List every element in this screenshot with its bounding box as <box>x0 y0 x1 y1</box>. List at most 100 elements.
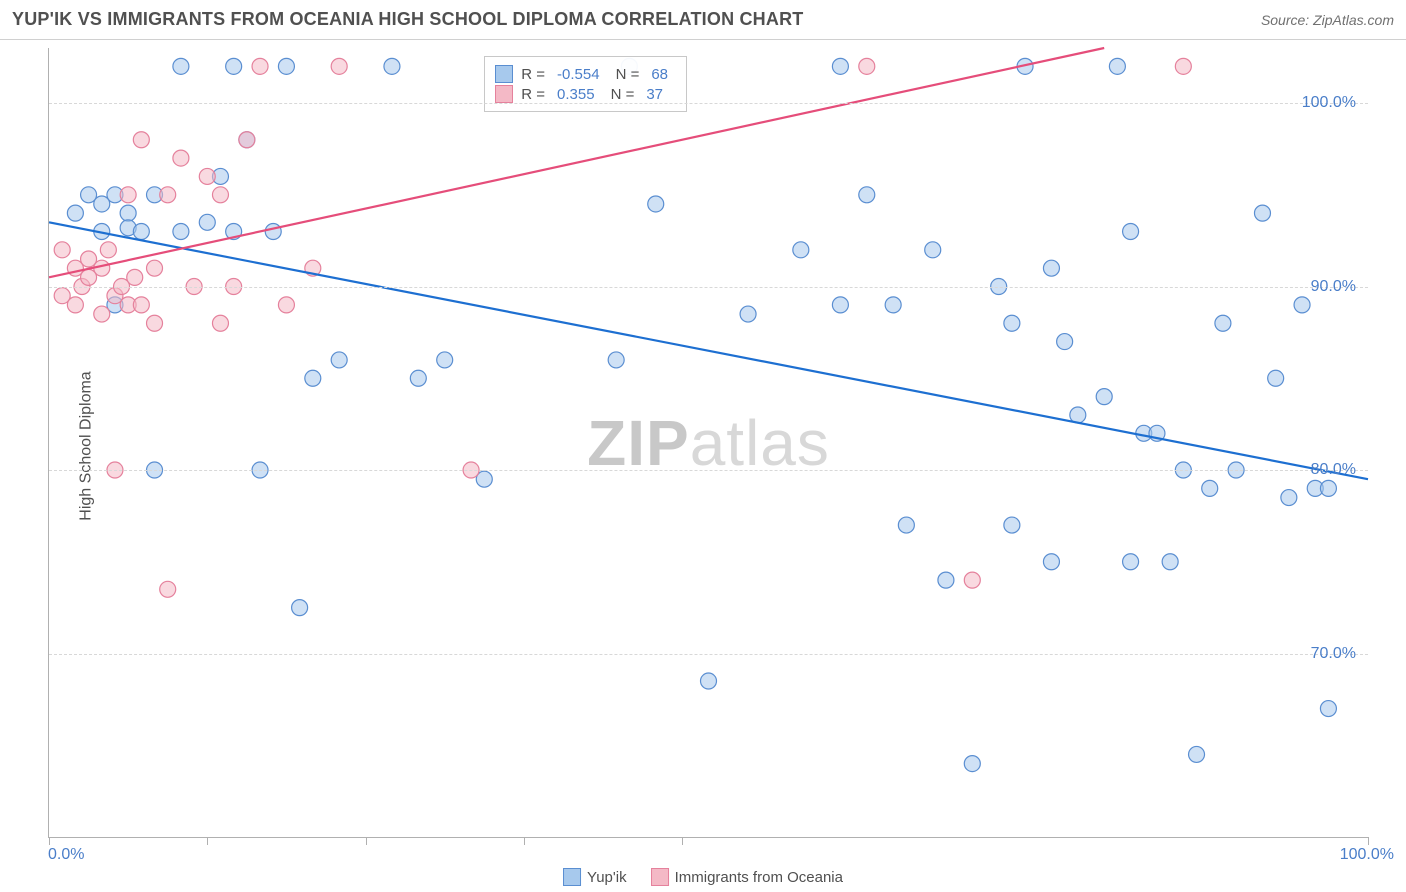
data-point <box>173 58 189 74</box>
data-point <box>265 223 281 239</box>
stats-legend-row-0: R = -0.554 N = 68 <box>495 65 676 83</box>
gridline <box>49 287 1368 288</box>
bottom-label-0: Yup'ik <box>587 869 627 886</box>
data-point <box>437 352 453 368</box>
data-point <box>67 205 83 221</box>
plot-area: ZIPatlas R = -0.554 N = 68 R = 0.355 N =… <box>48 48 1368 838</box>
data-point <box>1123 554 1139 570</box>
data-point <box>793 242 809 258</box>
ytick-label: 80.0% <box>1311 461 1356 479</box>
ytick-label: 70.0% <box>1311 645 1356 663</box>
n-label-0: N = <box>616 66 640 83</box>
data-point <box>127 269 143 285</box>
data-point <box>740 306 756 322</box>
data-point <box>1043 554 1059 570</box>
data-point <box>885 297 901 313</box>
data-point <box>160 581 176 597</box>
data-point <box>1215 315 1231 331</box>
source-label: Source: ZipAtlas.com <box>1261 12 1394 28</box>
ytick-label: 90.0% <box>1311 278 1356 296</box>
data-point <box>278 297 294 313</box>
data-point <box>1320 480 1336 496</box>
data-point <box>898 517 914 533</box>
data-point <box>1096 389 1112 405</box>
data-point <box>832 297 848 313</box>
r-value-1: 0.355 <box>557 86 595 103</box>
xtick <box>366 837 367 845</box>
r-label-0: R = <box>521 66 545 83</box>
data-point <box>859 187 875 203</box>
data-point <box>120 205 136 221</box>
data-point <box>173 223 189 239</box>
data-point <box>1189 746 1205 762</box>
data-point <box>1109 58 1125 74</box>
data-point <box>173 150 189 166</box>
data-point <box>94 306 110 322</box>
xtick-label-100: 100.0% <box>1340 846 1394 864</box>
bottom-label-1: Immigrants from Oceania <box>675 869 843 886</box>
xtick <box>1368 837 1369 845</box>
xtick <box>207 837 208 845</box>
data-point <box>1268 370 1284 386</box>
ytick-label: 100.0% <box>1302 94 1356 112</box>
xtick <box>524 837 525 845</box>
trend-line <box>49 222 1368 479</box>
data-point <box>212 187 228 203</box>
data-point <box>292 600 308 616</box>
xtick-label-0: 0.0% <box>48 846 84 864</box>
data-point <box>608 352 624 368</box>
n-value-1: 37 <box>646 86 663 103</box>
data-point <box>252 58 268 74</box>
data-point <box>1043 260 1059 276</box>
bottom-swatch-0 <box>563 868 581 886</box>
data-point <box>1202 480 1218 496</box>
data-point <box>1004 315 1020 331</box>
data-point <box>1057 334 1073 350</box>
n-label-1: N = <box>611 86 635 103</box>
chart-title: YUP'IK VS IMMIGRANTS FROM OCEANIA HIGH S… <box>12 9 803 30</box>
data-point <box>1254 205 1270 221</box>
gridline <box>49 103 1368 104</box>
gridline <box>49 654 1368 655</box>
bottom-legend-item-1: Immigrants from Oceania <box>651 868 843 886</box>
data-point <box>147 315 163 331</box>
chart-container: YUP'IK VS IMMIGRANTS FROM OCEANIA HIGH S… <box>0 0 1406 892</box>
data-point <box>925 242 941 258</box>
data-point <box>120 187 136 203</box>
data-point <box>410 370 426 386</box>
data-point <box>1320 701 1336 717</box>
chart-svg <box>49 48 1368 837</box>
data-point <box>938 572 954 588</box>
data-point <box>305 370 321 386</box>
bottom-legend-item-0: Yup'ik <box>563 868 627 886</box>
xtick <box>49 837 50 845</box>
data-point <box>1175 58 1191 74</box>
data-point <box>331 58 347 74</box>
data-point <box>147 260 163 276</box>
data-point <box>859 58 875 74</box>
data-point <box>1162 554 1178 570</box>
gridline <box>49 470 1368 471</box>
data-point <box>832 58 848 74</box>
data-point <box>199 168 215 184</box>
data-point <box>1004 517 1020 533</box>
data-point <box>160 187 176 203</box>
data-point <box>199 214 215 230</box>
data-point <box>226 58 242 74</box>
data-point <box>54 242 70 258</box>
header-bar: YUP'IK VS IMMIGRANTS FROM OCEANIA HIGH S… <box>0 0 1406 40</box>
data-point <box>964 756 980 772</box>
legend-swatch-0 <box>495 65 513 83</box>
n-value-0: 68 <box>651 66 668 83</box>
data-point <box>133 223 149 239</box>
r-value-0: -0.554 <box>557 66 600 83</box>
data-point <box>331 352 347 368</box>
data-point <box>212 315 228 331</box>
stats-legend-row-1: R = 0.355 N = 37 <box>495 85 676 103</box>
bottom-legend: Yup'ik Immigrants from Oceania <box>563 868 843 886</box>
r-label-1: R = <box>521 86 545 103</box>
data-point <box>278 58 294 74</box>
data-point <box>1123 223 1139 239</box>
bottom-swatch-1 <box>651 868 669 886</box>
data-point <box>964 572 980 588</box>
